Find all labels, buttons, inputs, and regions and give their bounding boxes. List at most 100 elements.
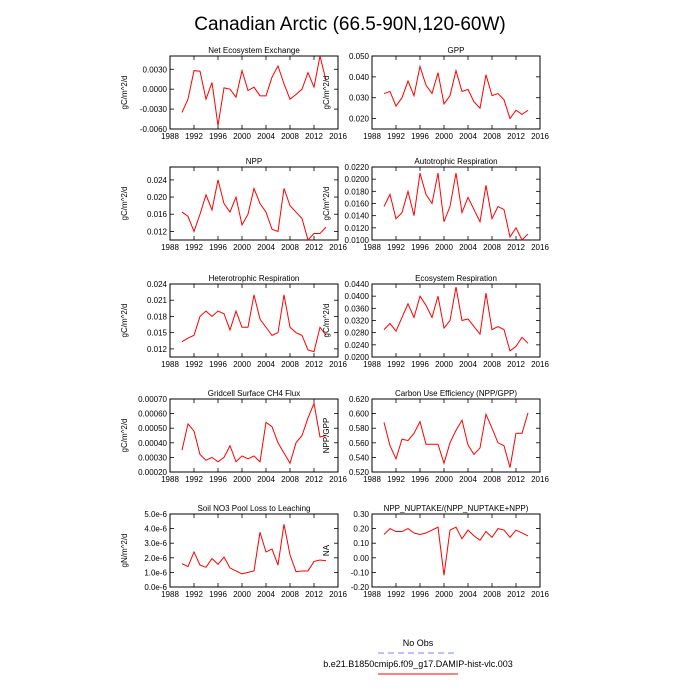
chart-panel-9: Soil NO3 Pool Loss to Leaching 1988 1992 19…	[120, 504, 347, 599]
x-tick-label: 2004	[257, 590, 275, 599]
panel-title: Carbon Use Efficiency (NPP/GPP)	[395, 389, 517, 398]
x-tick-label: 1992	[185, 243, 203, 252]
series-line-1	[383, 526, 529, 576]
legend: No Obs b.e21.B1850cmip6.f09_g17.DAMIP-hi…	[323, 638, 513, 675]
x-tick-label: 2016	[531, 360, 549, 369]
x-tick-label: 2004	[257, 243, 275, 252]
y-tick-label: 0.0180	[345, 187, 370, 196]
panel-title: NPP	[246, 157, 262, 166]
x-tick-label: 2008	[483, 132, 501, 141]
x-tick-label: 2004	[459, 475, 477, 484]
x-tick-label: 2008	[281, 132, 299, 141]
series-line-1	[383, 412, 529, 468]
x-tick-label: 2000	[233, 590, 251, 599]
y-tick-label: 0.580	[349, 424, 370, 433]
x-tick-label: 2008	[281, 590, 299, 599]
chart-panel-10: NPP_NUPTAKE/(NPP_NUPTAKE+NPP) 1988 1992 199…	[322, 504, 549, 599]
panel-title: GPP	[448, 46, 465, 55]
x-tick-label: 2016	[531, 590, 549, 599]
x-tick-label: 1988	[161, 475, 179, 484]
y-tick-label: 0.0400	[345, 292, 370, 301]
y-axis-label: gC/m^2/d	[322, 304, 331, 338]
panel-title: Autotrophic Respiration	[414, 157, 497, 166]
x-tick-label: 1996	[411, 475, 429, 484]
x-tick-label: 1996	[209, 243, 227, 252]
x-tick-label: 1992	[387, 590, 405, 599]
x-tick-label: 2016	[531, 132, 549, 141]
x-tick-label: 2000	[233, 360, 251, 369]
y-axis-label: gC/m^2/d	[322, 76, 331, 110]
y-tick-label: 0.560	[349, 439, 370, 448]
series-line-1	[181, 524, 327, 575]
figure-title: Canadian Arctic (66.5-90N,120-60W)	[194, 14, 506, 35]
x-tick-label: 1992	[185, 360, 203, 369]
y-tick-label: 0.00	[353, 554, 369, 563]
x-tick-label: 2000	[233, 243, 251, 252]
y-axis-label: gC/m^2/d	[120, 187, 129, 221]
chart-panel-7: Gridcell Surface CH4 Flux 1988 1992 1996 200…	[120, 389, 347, 484]
x-tick-label: 1988	[363, 360, 381, 369]
x-tick-label: 2008	[483, 475, 501, 484]
y-axis-label: gC/m^2/d	[322, 187, 331, 221]
y-axis-label: gC/m^2/d	[120, 304, 129, 338]
y-tick-label: 0.520	[349, 468, 370, 477]
x-tick-label: 2008	[281, 475, 299, 484]
x-tick-label: 1996	[209, 475, 227, 484]
x-tick-label: 1988	[363, 243, 381, 252]
y-tick-label: 0.0000	[143, 85, 168, 94]
x-tick-label: 1992	[387, 132, 405, 141]
y-axis-label: gC/m^2/d	[120, 76, 129, 110]
panel-title: Soil NO3 Pool Loss to Leaching	[198, 504, 311, 513]
plot-frame	[169, 513, 339, 588]
x-tick-label: 2016	[329, 590, 347, 599]
y-tick-label: -0.10	[351, 568, 370, 577]
panel-title: Heterotrophic Respiration	[209, 274, 300, 283]
panel-grid: Net Ecosystem Exchange 1988 1992 1996 2000 20…	[120, 46, 549, 599]
x-tick-label: 2000	[435, 243, 453, 252]
x-tick-label: 2012	[507, 132, 525, 141]
x-tick-label: 2016	[329, 475, 347, 484]
x-tick-label: 2004	[257, 360, 275, 369]
panel-title: Gridcell Surface CH4 Flux	[208, 389, 300, 398]
y-axis-label: gC/m^2/d	[120, 419, 129, 453]
x-tick-label: 1988	[161, 590, 179, 599]
y-tick-label: 0.540	[349, 453, 370, 462]
x-tick-label: 1988	[363, 590, 381, 599]
y-tick-label: 0.0120	[345, 224, 370, 233]
plot-frame	[169, 55, 339, 130]
x-tick-label: 2004	[459, 360, 477, 369]
plot-frame	[371, 55, 541, 130]
x-tick-label: 1996	[209, 360, 227, 369]
y-tick-label: -0.20	[351, 583, 370, 592]
plot-frame	[169, 398, 339, 473]
x-tick-label: 2016	[531, 243, 549, 252]
x-tick-label: 1996	[411, 132, 429, 141]
chart-panel-1: Net Ecosystem Exchange 1988 1992 1996 2000 20…	[120, 46, 347, 141]
x-tick-label: 2008	[281, 360, 299, 369]
y-tick-label: 4.0e-6	[144, 525, 167, 534]
y-axis-label: NPP/GPP	[322, 418, 331, 454]
x-tick-label: 2000	[435, 360, 453, 369]
x-tick-label: 1988	[161, 360, 179, 369]
series-line-1	[181, 294, 327, 353]
chart-panel-5: Heterotrophic Respiration 1988 1992 1996 200…	[120, 274, 347, 369]
y-tick-label: 0.600	[349, 410, 370, 419]
y-tick-label: 0.00040	[138, 439, 167, 448]
plot-frame	[169, 166, 339, 241]
y-tick-label: 0.620	[349, 395, 370, 404]
y-tick-label: 0.018	[147, 312, 168, 321]
x-tick-label: 2008	[483, 243, 501, 252]
x-tick-label: 2004	[459, 132, 477, 141]
x-tick-label: 1988	[161, 132, 179, 141]
x-tick-label: 1992	[185, 132, 203, 141]
y-tick-label: 0.10	[353, 539, 369, 548]
x-tick-label: 2012	[305, 132, 323, 141]
y-tick-label: 0.015	[147, 329, 168, 338]
chart-panel-8: Carbon Use Efficiency (NPP/GPP) 1988 1992 1…	[322, 389, 549, 484]
panel-title: Ecosystem Respiration	[415, 274, 497, 283]
y-tick-label: 0.012	[147, 345, 168, 354]
x-tick-label: 1992	[387, 360, 405, 369]
y-tick-label: 0.024	[147, 176, 168, 185]
